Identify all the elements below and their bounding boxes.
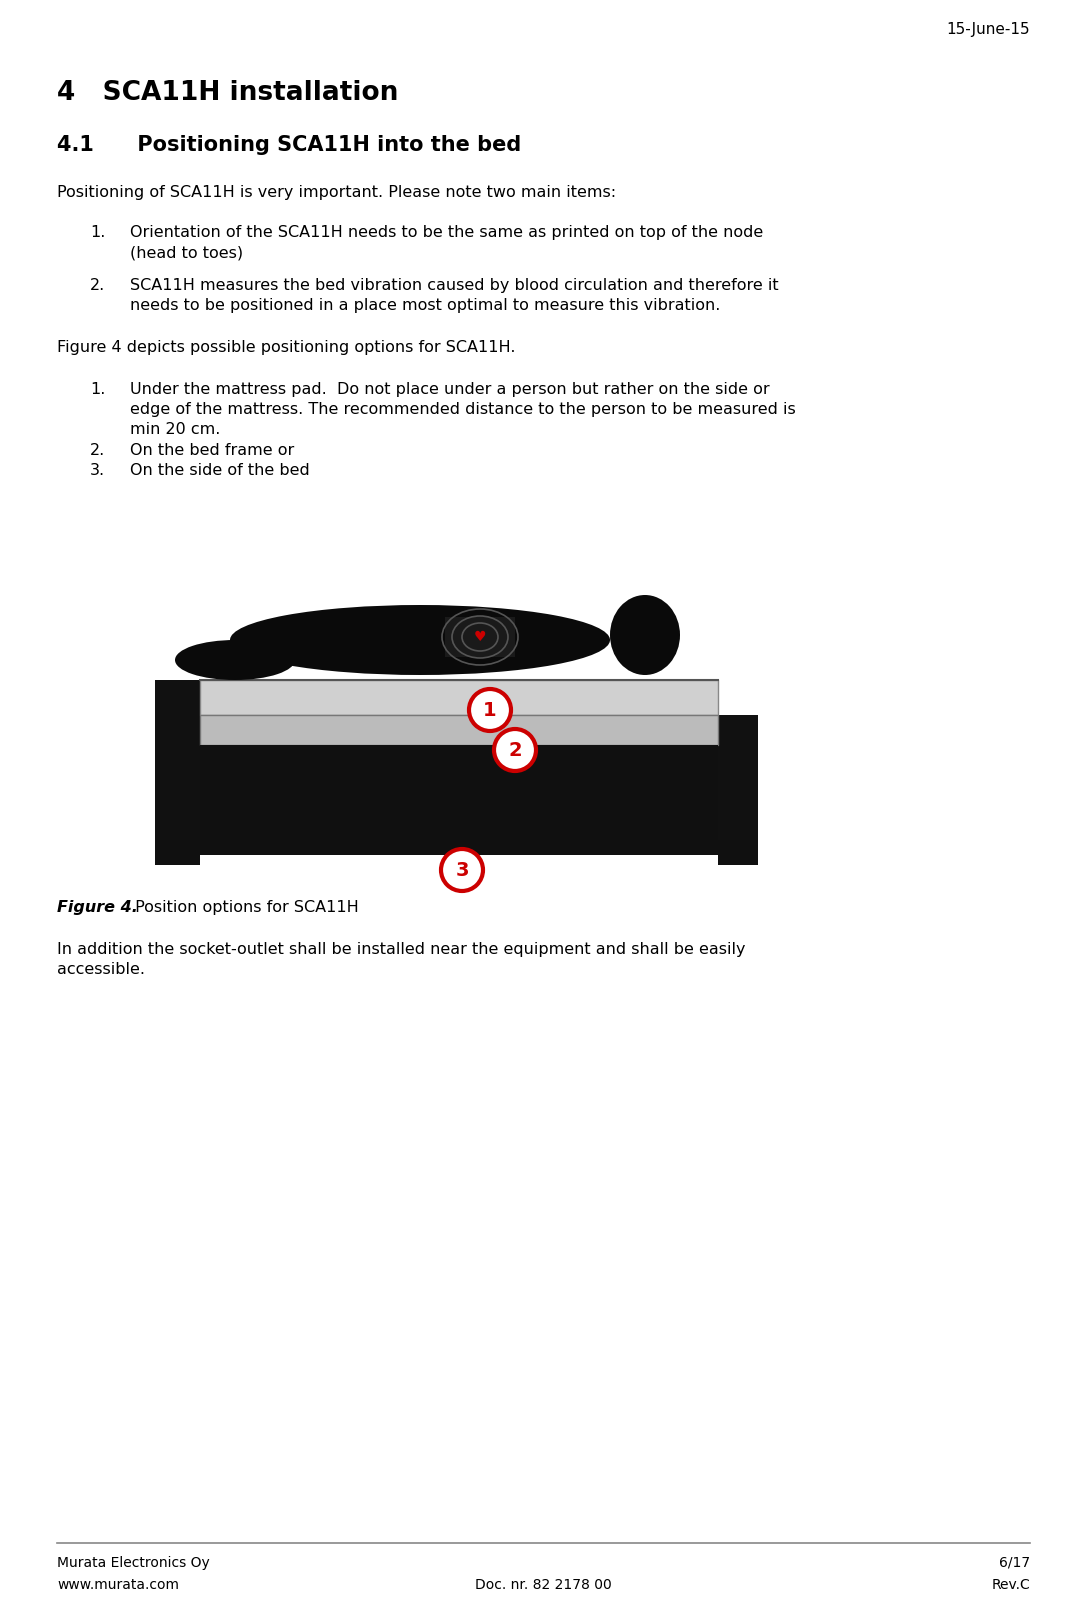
Text: On the bed frame or: On the bed frame or (130, 442, 295, 459)
Text: 1.: 1. (90, 381, 105, 397)
Text: 4   SCA11H installation: 4 SCA11H installation (57, 80, 398, 106)
Text: 1.: 1. (90, 225, 105, 240)
Text: Position options for SCA11H: Position options for SCA11H (130, 899, 359, 916)
Bar (155, 840, 200, 866)
Text: 6/17: 6/17 (999, 1556, 1030, 1570)
Ellipse shape (610, 595, 680, 676)
Text: SCA11H measures the bed vibration caused by blood circulation and therefore it: SCA11H measures the bed vibration caused… (130, 278, 778, 293)
Text: edge of the mattress. The recommended distance to the person to be measured is: edge of the mattress. The recommended di… (130, 402, 796, 417)
Text: Positioning of SCA11H is very important. Please note two main items:: Positioning of SCA11H is very important.… (57, 185, 616, 200)
Bar (445, 616, 515, 656)
Text: min 20 cm.: min 20 cm. (130, 422, 221, 438)
Bar (719, 714, 758, 840)
Bar (155, 840, 758, 854)
Bar (719, 840, 758, 866)
Bar (200, 745, 719, 840)
Circle shape (441, 850, 483, 891)
Text: (head to toes): (head to toes) (130, 245, 243, 261)
Text: 2.: 2. (90, 442, 105, 459)
Text: 2.: 2. (90, 278, 105, 293)
Text: Murata Electronics Oy: Murata Electronics Oy (57, 1556, 210, 1570)
Bar (200, 681, 719, 714)
Bar (155, 681, 200, 840)
Bar (200, 714, 719, 745)
Text: In addition the socket-outlet shall be installed near the equipment and shall be: In addition the socket-outlet shall be i… (57, 941, 746, 957)
Circle shape (468, 689, 511, 730)
Text: ♥: ♥ (474, 631, 486, 644)
Text: Doc. nr. 82 2178 00: Doc. nr. 82 2178 00 (475, 1578, 611, 1591)
Text: 2: 2 (509, 740, 522, 759)
Text: Figure 4 depicts possible positioning options for SCA11H.: Figure 4 depicts possible positioning op… (57, 339, 515, 356)
Text: 3: 3 (455, 861, 468, 880)
Text: 15-June-15: 15-June-15 (947, 23, 1030, 37)
Circle shape (493, 729, 536, 771)
Text: www.murata.com: www.murata.com (57, 1578, 179, 1591)
Text: Under the mattress pad.  Do not place under a person but rather on the side or: Under the mattress pad. Do not place und… (130, 381, 770, 397)
Text: needs to be positioned in a place most optimal to measure this vibration.: needs to be positioned in a place most o… (130, 298, 721, 314)
Text: Figure 4.: Figure 4. (57, 899, 138, 916)
Text: 4.1      Positioning SCA11H into the bed: 4.1 Positioning SCA11H into the bed (57, 135, 522, 154)
Text: 3.: 3. (90, 463, 105, 478)
Text: On the side of the bed: On the side of the bed (130, 463, 310, 478)
Text: accessible.: accessible. (57, 962, 145, 977)
Text: Rev.C: Rev.C (991, 1578, 1030, 1591)
Ellipse shape (230, 605, 610, 676)
Text: Orientation of the SCA11H needs to be the same as printed on top of the node: Orientation of the SCA11H needs to be th… (130, 225, 763, 240)
Ellipse shape (175, 640, 295, 681)
Text: 1: 1 (484, 700, 497, 719)
